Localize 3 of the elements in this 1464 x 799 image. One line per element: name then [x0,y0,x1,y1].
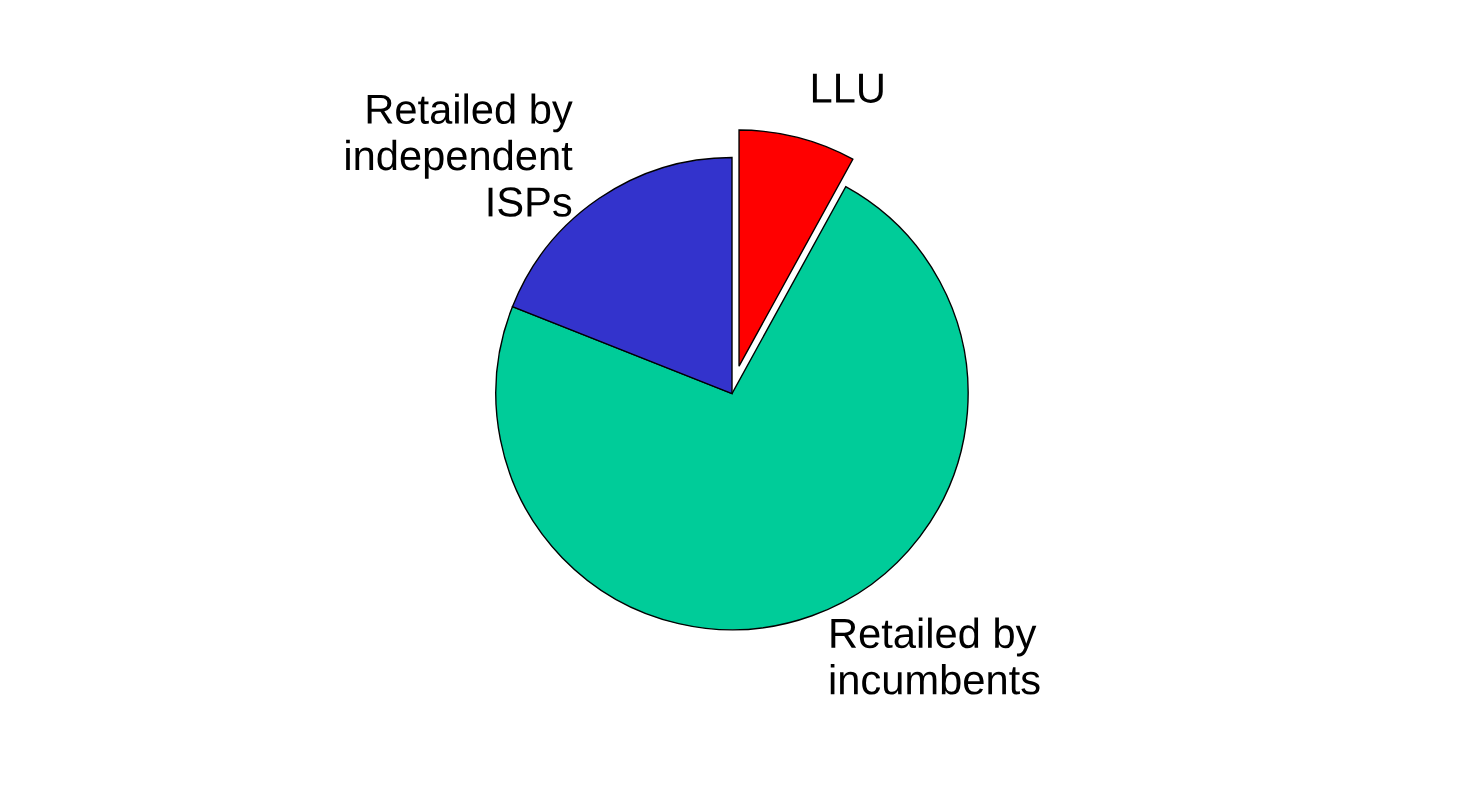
slice-label: LLU [812,73,883,103]
slice-label: Retailed by independent ISPs [346,93,573,217]
slice-label: Retailed by incumbents [830,617,1040,695]
